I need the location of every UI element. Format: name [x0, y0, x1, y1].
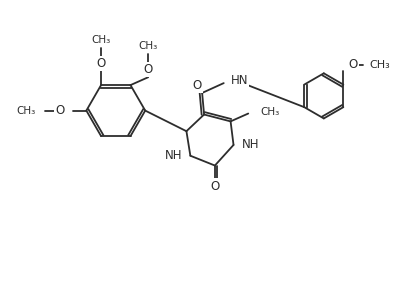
Text: CH₃: CH₃ [16, 106, 35, 115]
Text: O: O [348, 59, 358, 72]
Text: O: O [193, 79, 202, 92]
Text: NH: NH [241, 138, 259, 151]
Text: CH₃: CH₃ [92, 35, 111, 45]
Text: NH: NH [165, 149, 182, 162]
Text: CH₃: CH₃ [260, 107, 279, 117]
Text: CH₃: CH₃ [139, 41, 158, 51]
Text: CH₃: CH₃ [370, 60, 391, 70]
Text: O: O [210, 180, 220, 193]
Text: O: O [96, 57, 106, 70]
Text: HN: HN [231, 74, 248, 87]
Text: O: O [55, 104, 65, 117]
Text: O: O [143, 63, 153, 76]
